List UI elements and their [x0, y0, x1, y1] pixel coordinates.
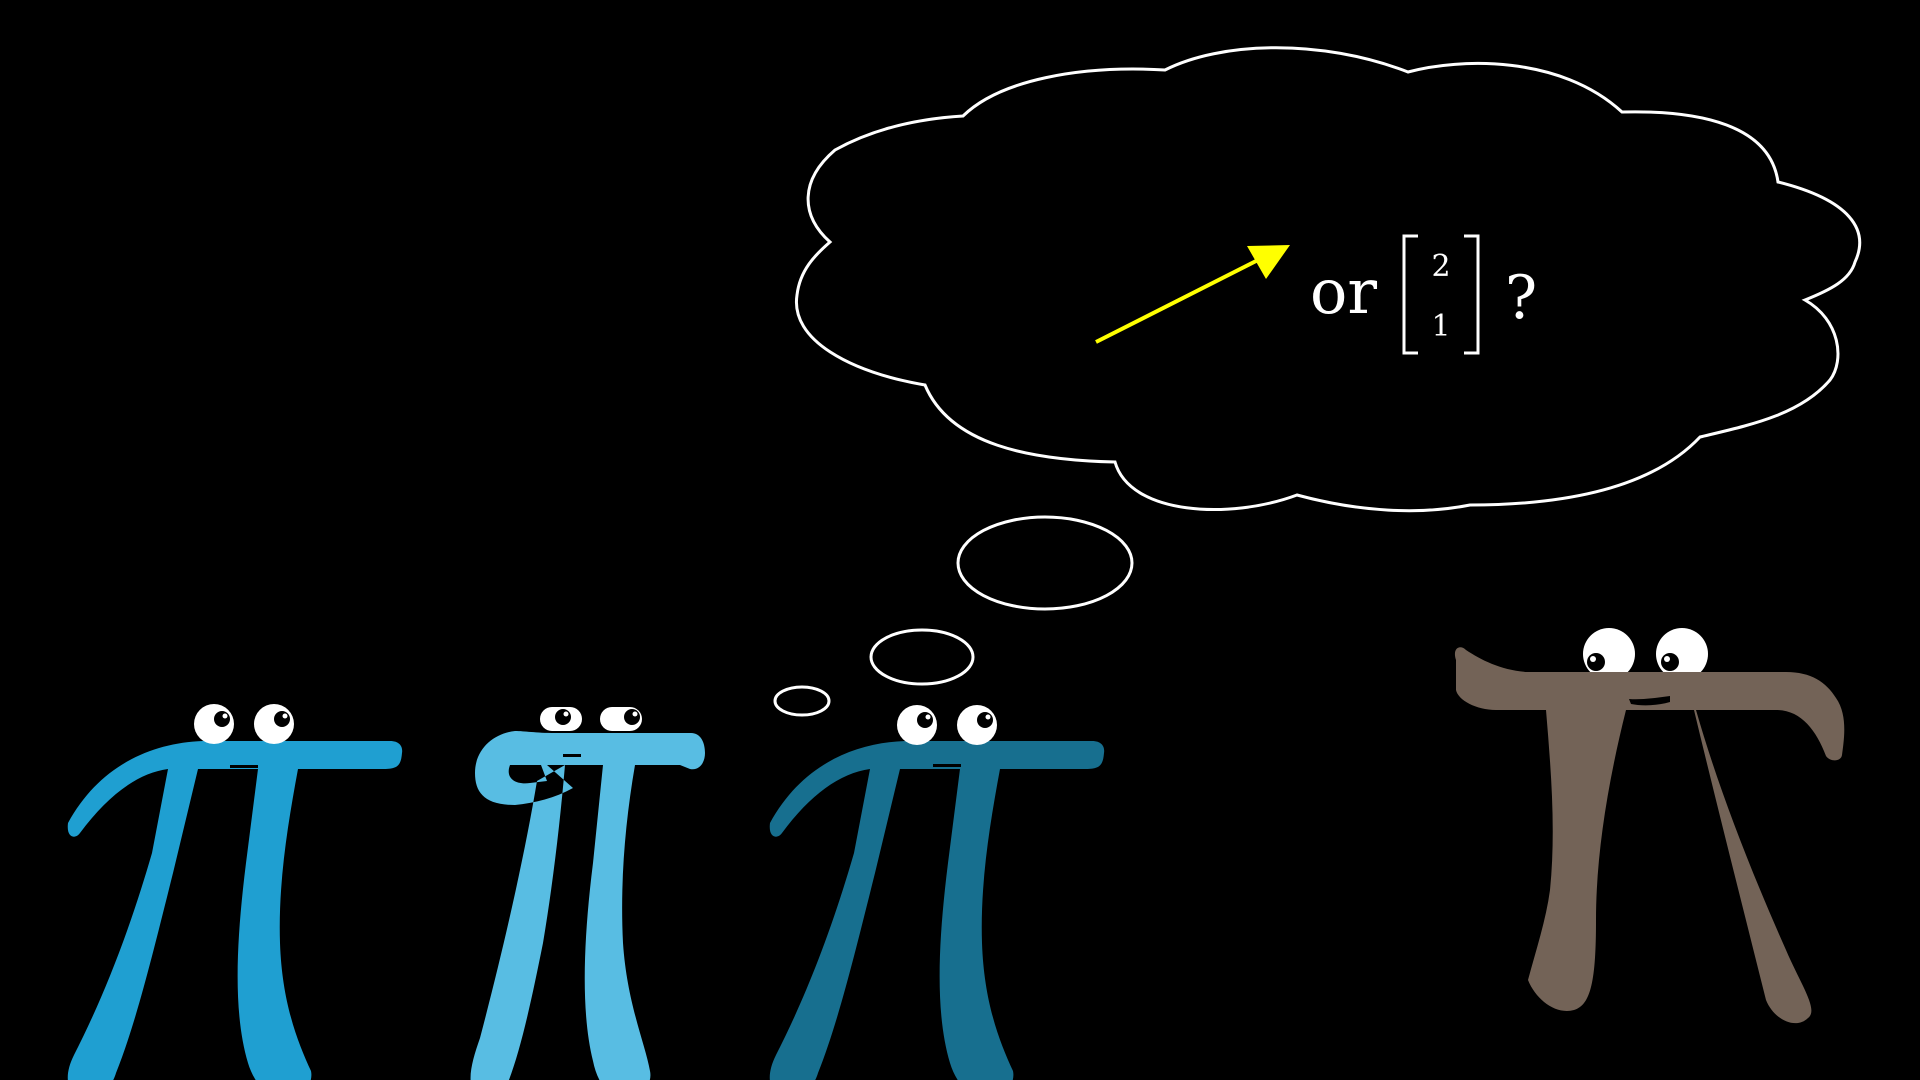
mouth	[230, 765, 258, 768]
mouth	[1629, 696, 1670, 706]
pi-creature-2	[470, 707, 705, 1080]
pi-creature-3	[769, 705, 1105, 1080]
mouth	[933, 764, 961, 767]
matrix-entry-top: 2	[1431, 249, 1450, 284]
column-vector-matrix: 2 1	[1402, 234, 1480, 355]
left-bracket	[1402, 234, 1418, 355]
matrix-entry-bottom: 1	[1431, 309, 1450, 344]
thought-cloud	[795, 46, 1862, 513]
eyes	[1576, 628, 1716, 694]
thought-dot-large	[956, 515, 1134, 611]
eyes	[540, 707, 642, 731]
thought-bubble: or 2 1 ?	[773, 46, 1862, 717]
pi-creature-teacher	[1454, 628, 1845, 1024]
or-text: or	[1310, 255, 1377, 328]
eyes	[897, 705, 997, 745]
thought-dot-small	[773, 685, 831, 717]
right-bracket	[1464, 234, 1480, 355]
question-mark: ?	[1505, 263, 1537, 333]
pi-creature-1	[67, 704, 403, 1080]
vector-arrow	[1095, 245, 1290, 344]
thought-dot-medium	[869, 628, 975, 686]
eyes	[194, 704, 294, 744]
mouth	[563, 754, 581, 757]
